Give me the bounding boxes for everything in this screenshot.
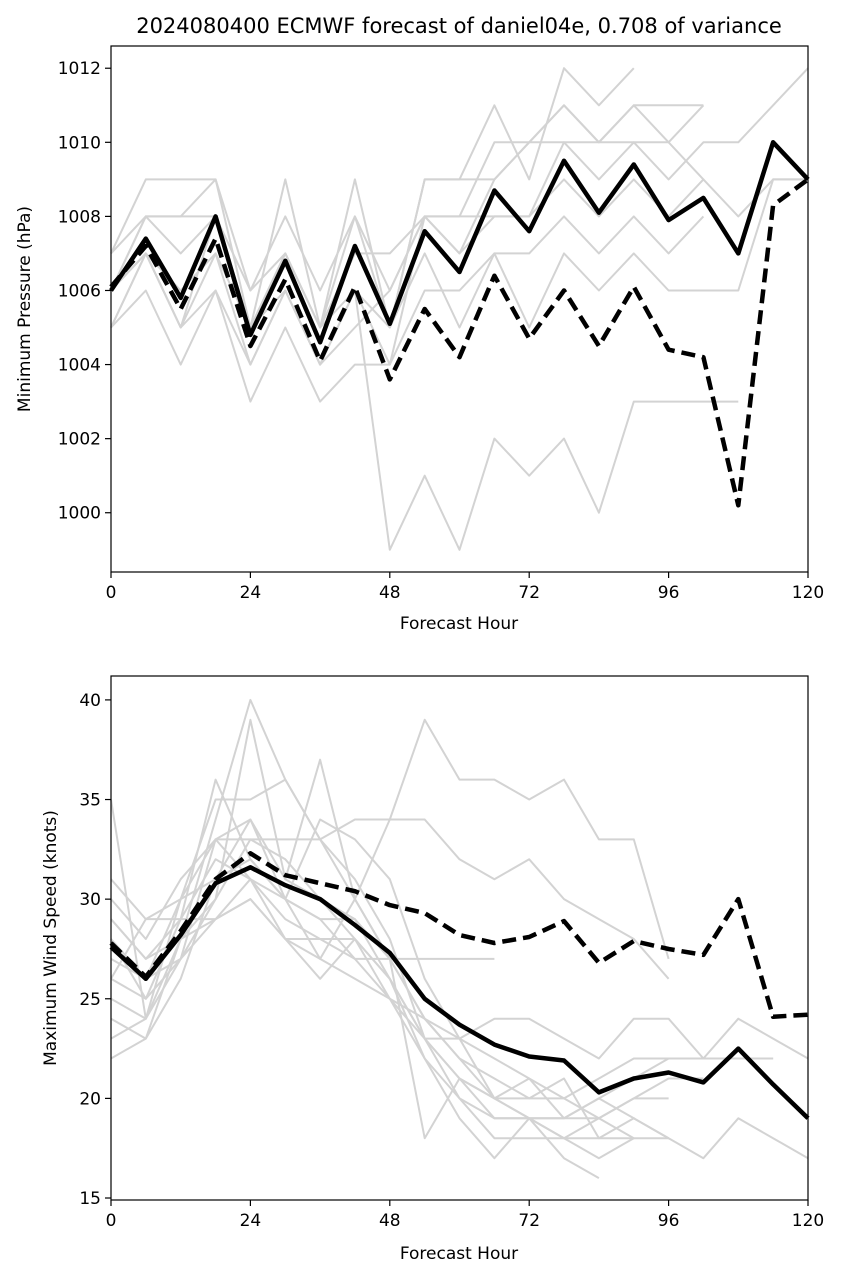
y-tick-label: 1012 (58, 59, 101, 79)
x-tick-label: 72 (518, 583, 540, 603)
dashed-series-line (109, 851, 809, 1019)
ensemble-member-line (110, 898, 495, 980)
ensemble-member-line (110, 838, 600, 1179)
pressure-x-axis-label: Forecast Hour (400, 614, 518, 634)
ensemble-member-line (110, 778, 774, 1120)
ensemble-member-line (110, 838, 669, 1140)
y-tick-label: 1002 (58, 430, 101, 450)
y-tick-label: 1004 (58, 356, 101, 376)
y-tick-label: 40 (79, 691, 101, 711)
x-tick-label: 48 (379, 583, 401, 603)
dashed-series-line (109, 177, 810, 508)
pressure-panel: Minimum Pressure (hPa) Forecast Hour 0 24… (15, 45, 824, 634)
plot-frame (110, 45, 809, 573)
ensemble-member-line (110, 215, 705, 403)
y-tick-label: 1006 (58, 281, 101, 301)
wind-x-axis-label: Forecast Hour (400, 1244, 518, 1264)
ensemble-member-line (110, 178, 808, 366)
x-tick-label: 120 (792, 1211, 824, 1231)
y-tick-label: 15 (79, 1189, 101, 1209)
wind-panel: Maximum Wind Speed (knots) Forecast Hour… (41, 675, 824, 1264)
y-tick-label: 1000 (58, 504, 101, 524)
plot-frame (110, 675, 809, 1201)
y-tick-label: 20 (79, 1089, 101, 1109)
x-tick-label: 24 (240, 583, 262, 603)
ensemble-member-line (110, 718, 670, 960)
pressure-y-axis-label: Minimum Pressure (hPa) (15, 206, 35, 412)
y-tick-label: 30 (79, 890, 101, 910)
x-tick-label: 96 (658, 583, 680, 603)
y-tick-label: 35 (79, 791, 101, 811)
ensemble-member-line (110, 215, 739, 551)
ensemble-member-line (110, 818, 809, 1160)
x-tick-label: 96 (658, 1211, 680, 1231)
wind-y-axis-label: Maximum Wind Speed (knots) (41, 810, 61, 1066)
x-tick-label: 0 (106, 583, 117, 603)
y-tick-label: 25 (79, 990, 101, 1010)
x-tick-label: 120 (792, 583, 824, 603)
ensemble-member-line (110, 898, 635, 1140)
ensemble-member-line (110, 778, 774, 1100)
x-tick-label: 72 (518, 1211, 540, 1231)
chart-title: 2024080400 ECMWF forecast of daniel04e, … (136, 14, 782, 38)
x-tick-label: 24 (240, 1211, 262, 1231)
y-tick-label: 1010 (58, 133, 101, 153)
y-tick-label: 1008 (58, 207, 101, 227)
x-tick-label: 0 (106, 1211, 117, 1231)
solid-series-line (109, 865, 810, 1120)
x-tick-label: 48 (379, 1211, 401, 1231)
ensemble-member-line (110, 178, 808, 329)
solid-series-line (109, 140, 810, 345)
